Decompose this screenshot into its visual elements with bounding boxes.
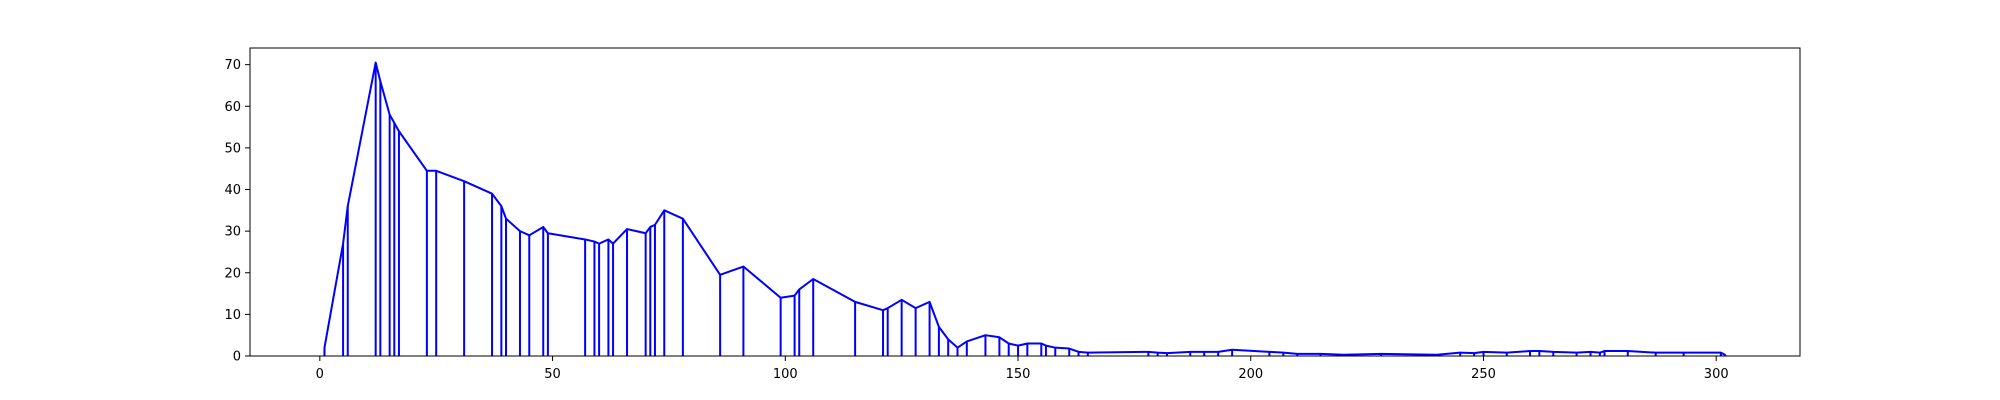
x-tick-label-2: 100 [773, 367, 798, 382]
y-tick-label-3: 30 [224, 225, 241, 240]
y-axis: 0 10 20 30 40 50 60 70 [224, 58, 250, 365]
y-tick-label-0: 0 [233, 350, 241, 365]
plot-area [323, 61, 1727, 357]
x-tick-label-5: 250 [1471, 367, 1496, 382]
y-tick-label-2: 20 [224, 266, 241, 281]
x-axis: 0 50 100 150 200 250 300 [316, 356, 1729, 382]
y-tick-label-7: 70 [224, 58, 241, 73]
axes-frame [249, 47, 1801, 357]
y-tick-label-6: 60 [224, 100, 241, 115]
x-tick-label-4: 200 [1238, 367, 1263, 382]
y-tick-label-5: 50 [224, 141, 241, 156]
x-tick-label-0: 0 [316, 367, 324, 382]
x-tick-label-1: 50 [544, 367, 561, 382]
x-tick-label-3: 150 [1006, 367, 1031, 382]
x-tick-label-6: 300 [1704, 367, 1729, 382]
y-tick-label-4: 40 [224, 183, 241, 198]
y-tick-label-1: 10 [224, 308, 241, 323]
series-0-line [323, 61, 1727, 357]
